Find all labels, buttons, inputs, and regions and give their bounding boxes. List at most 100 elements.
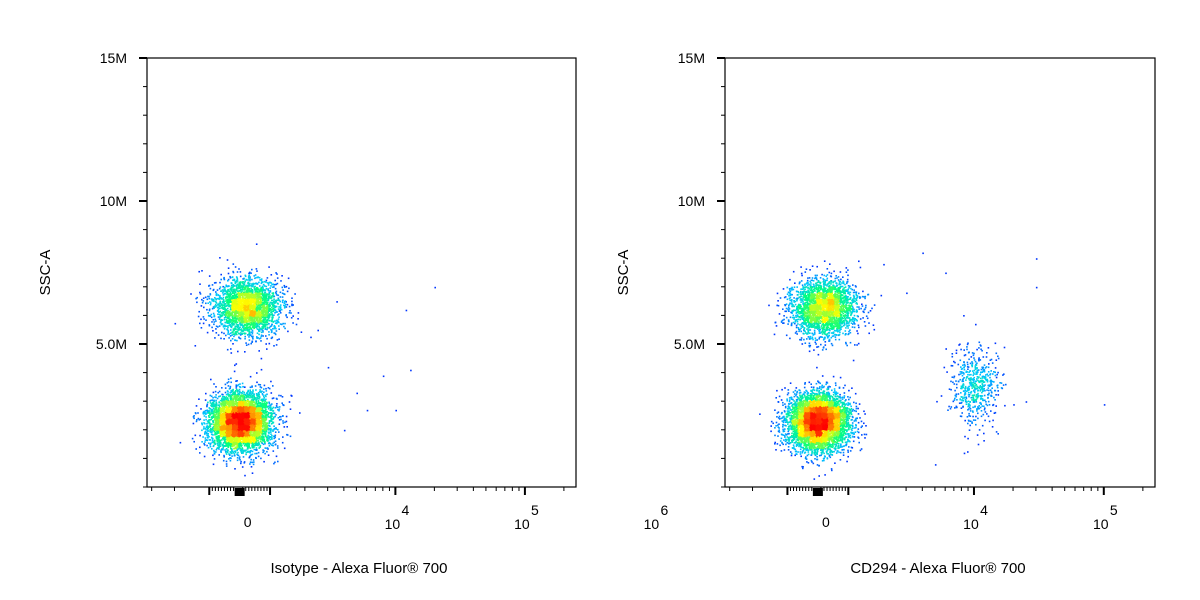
event-dot	[203, 411, 205, 413]
event-dot	[214, 451, 216, 453]
event-dot	[284, 422, 286, 424]
event-dot	[256, 453, 258, 455]
event-dot	[231, 452, 233, 454]
event-dot	[214, 440, 216, 442]
event-dot	[260, 405, 262, 407]
event-dot	[220, 395, 222, 397]
event-dot	[223, 396, 225, 398]
event-dot	[214, 453, 216, 455]
event-dot	[258, 384, 260, 386]
event-dot	[257, 405, 259, 407]
event-dot	[209, 407, 211, 409]
event-dot	[240, 443, 242, 445]
event-dot	[269, 388, 271, 390]
event-dot	[193, 441, 195, 443]
event-dot	[229, 454, 231, 456]
event-dot	[228, 399, 230, 401]
event-dot	[207, 410, 209, 412]
event-dot	[213, 445, 215, 447]
event-dot	[256, 449, 258, 451]
event-dot	[229, 411, 231, 413]
event-dot	[280, 395, 282, 397]
event-dot	[218, 445, 220, 447]
event-dot	[222, 394, 224, 396]
event-dot	[215, 386, 217, 388]
event-dot	[264, 422, 266, 424]
event-dot	[243, 414, 245, 416]
event-dot	[180, 442, 182, 444]
event-dot	[236, 402, 238, 404]
event-dot	[234, 393, 236, 395]
event-dot	[223, 456, 225, 458]
event-dot	[266, 451, 268, 453]
event-dot	[243, 430, 245, 432]
event-dot	[268, 433, 270, 435]
event-dot	[270, 433, 272, 435]
event-dot	[278, 431, 280, 433]
event-dot	[276, 403, 278, 405]
event-dot	[264, 453, 266, 455]
event-dot	[234, 371, 236, 373]
event-dot	[282, 436, 284, 438]
event-dot	[228, 395, 230, 397]
event-dot	[255, 403, 257, 405]
event-dot	[275, 431, 277, 433]
event-dot	[282, 422, 284, 424]
event-dot	[273, 425, 275, 427]
event-dot	[269, 412, 271, 414]
event-dot	[221, 387, 223, 389]
event-dot	[226, 448, 228, 450]
event-dot	[243, 402, 245, 404]
event-dot	[255, 457, 257, 459]
event-dot	[223, 447, 225, 449]
event-dot	[250, 459, 252, 461]
event-dot	[193, 416, 195, 418]
event-dot	[216, 402, 218, 404]
event-dot	[278, 417, 280, 419]
event-dot	[230, 460, 232, 462]
event-dot	[269, 425, 271, 427]
event-dot	[265, 432, 267, 434]
event-dot	[270, 431, 272, 433]
event-dot	[269, 445, 271, 447]
event-dot	[196, 419, 198, 421]
event-dot	[274, 416, 276, 418]
event-dot	[256, 431, 258, 433]
event-dot	[218, 435, 220, 437]
event-dot	[211, 431, 213, 433]
event-dot	[234, 468, 236, 470]
event-dot	[271, 435, 273, 437]
event-dot	[251, 462, 253, 464]
event-dot	[213, 464, 215, 466]
event-dot	[250, 395, 252, 397]
event-dot	[263, 416, 265, 418]
event-dot	[241, 450, 243, 452]
event-dot	[262, 402, 264, 404]
event-dot	[203, 443, 205, 445]
event-dot	[250, 411, 252, 413]
event-dot	[195, 448, 197, 450]
event-dot	[210, 395, 212, 397]
event-dot	[290, 436, 292, 438]
event-dot	[270, 416, 272, 418]
event-dot	[227, 425, 229, 427]
event-dot	[244, 462, 246, 464]
event-dot	[226, 406, 228, 408]
event-dot	[253, 459, 255, 461]
event-dot	[227, 393, 229, 395]
event-dot	[284, 426, 286, 428]
event-dot	[226, 463, 228, 465]
event-dot	[227, 382, 229, 384]
event-dot	[236, 387, 238, 389]
event-dot	[213, 406, 215, 408]
event-dot	[264, 439, 266, 441]
event-dot	[219, 432, 221, 434]
event-dot	[250, 461, 252, 463]
event-dot	[260, 384, 262, 386]
event-dot	[258, 412, 260, 414]
event-dot	[251, 392, 253, 394]
event-dot	[193, 423, 195, 425]
event-dot	[243, 456, 245, 458]
event-dot	[254, 453, 256, 455]
event-dot	[238, 384, 240, 386]
